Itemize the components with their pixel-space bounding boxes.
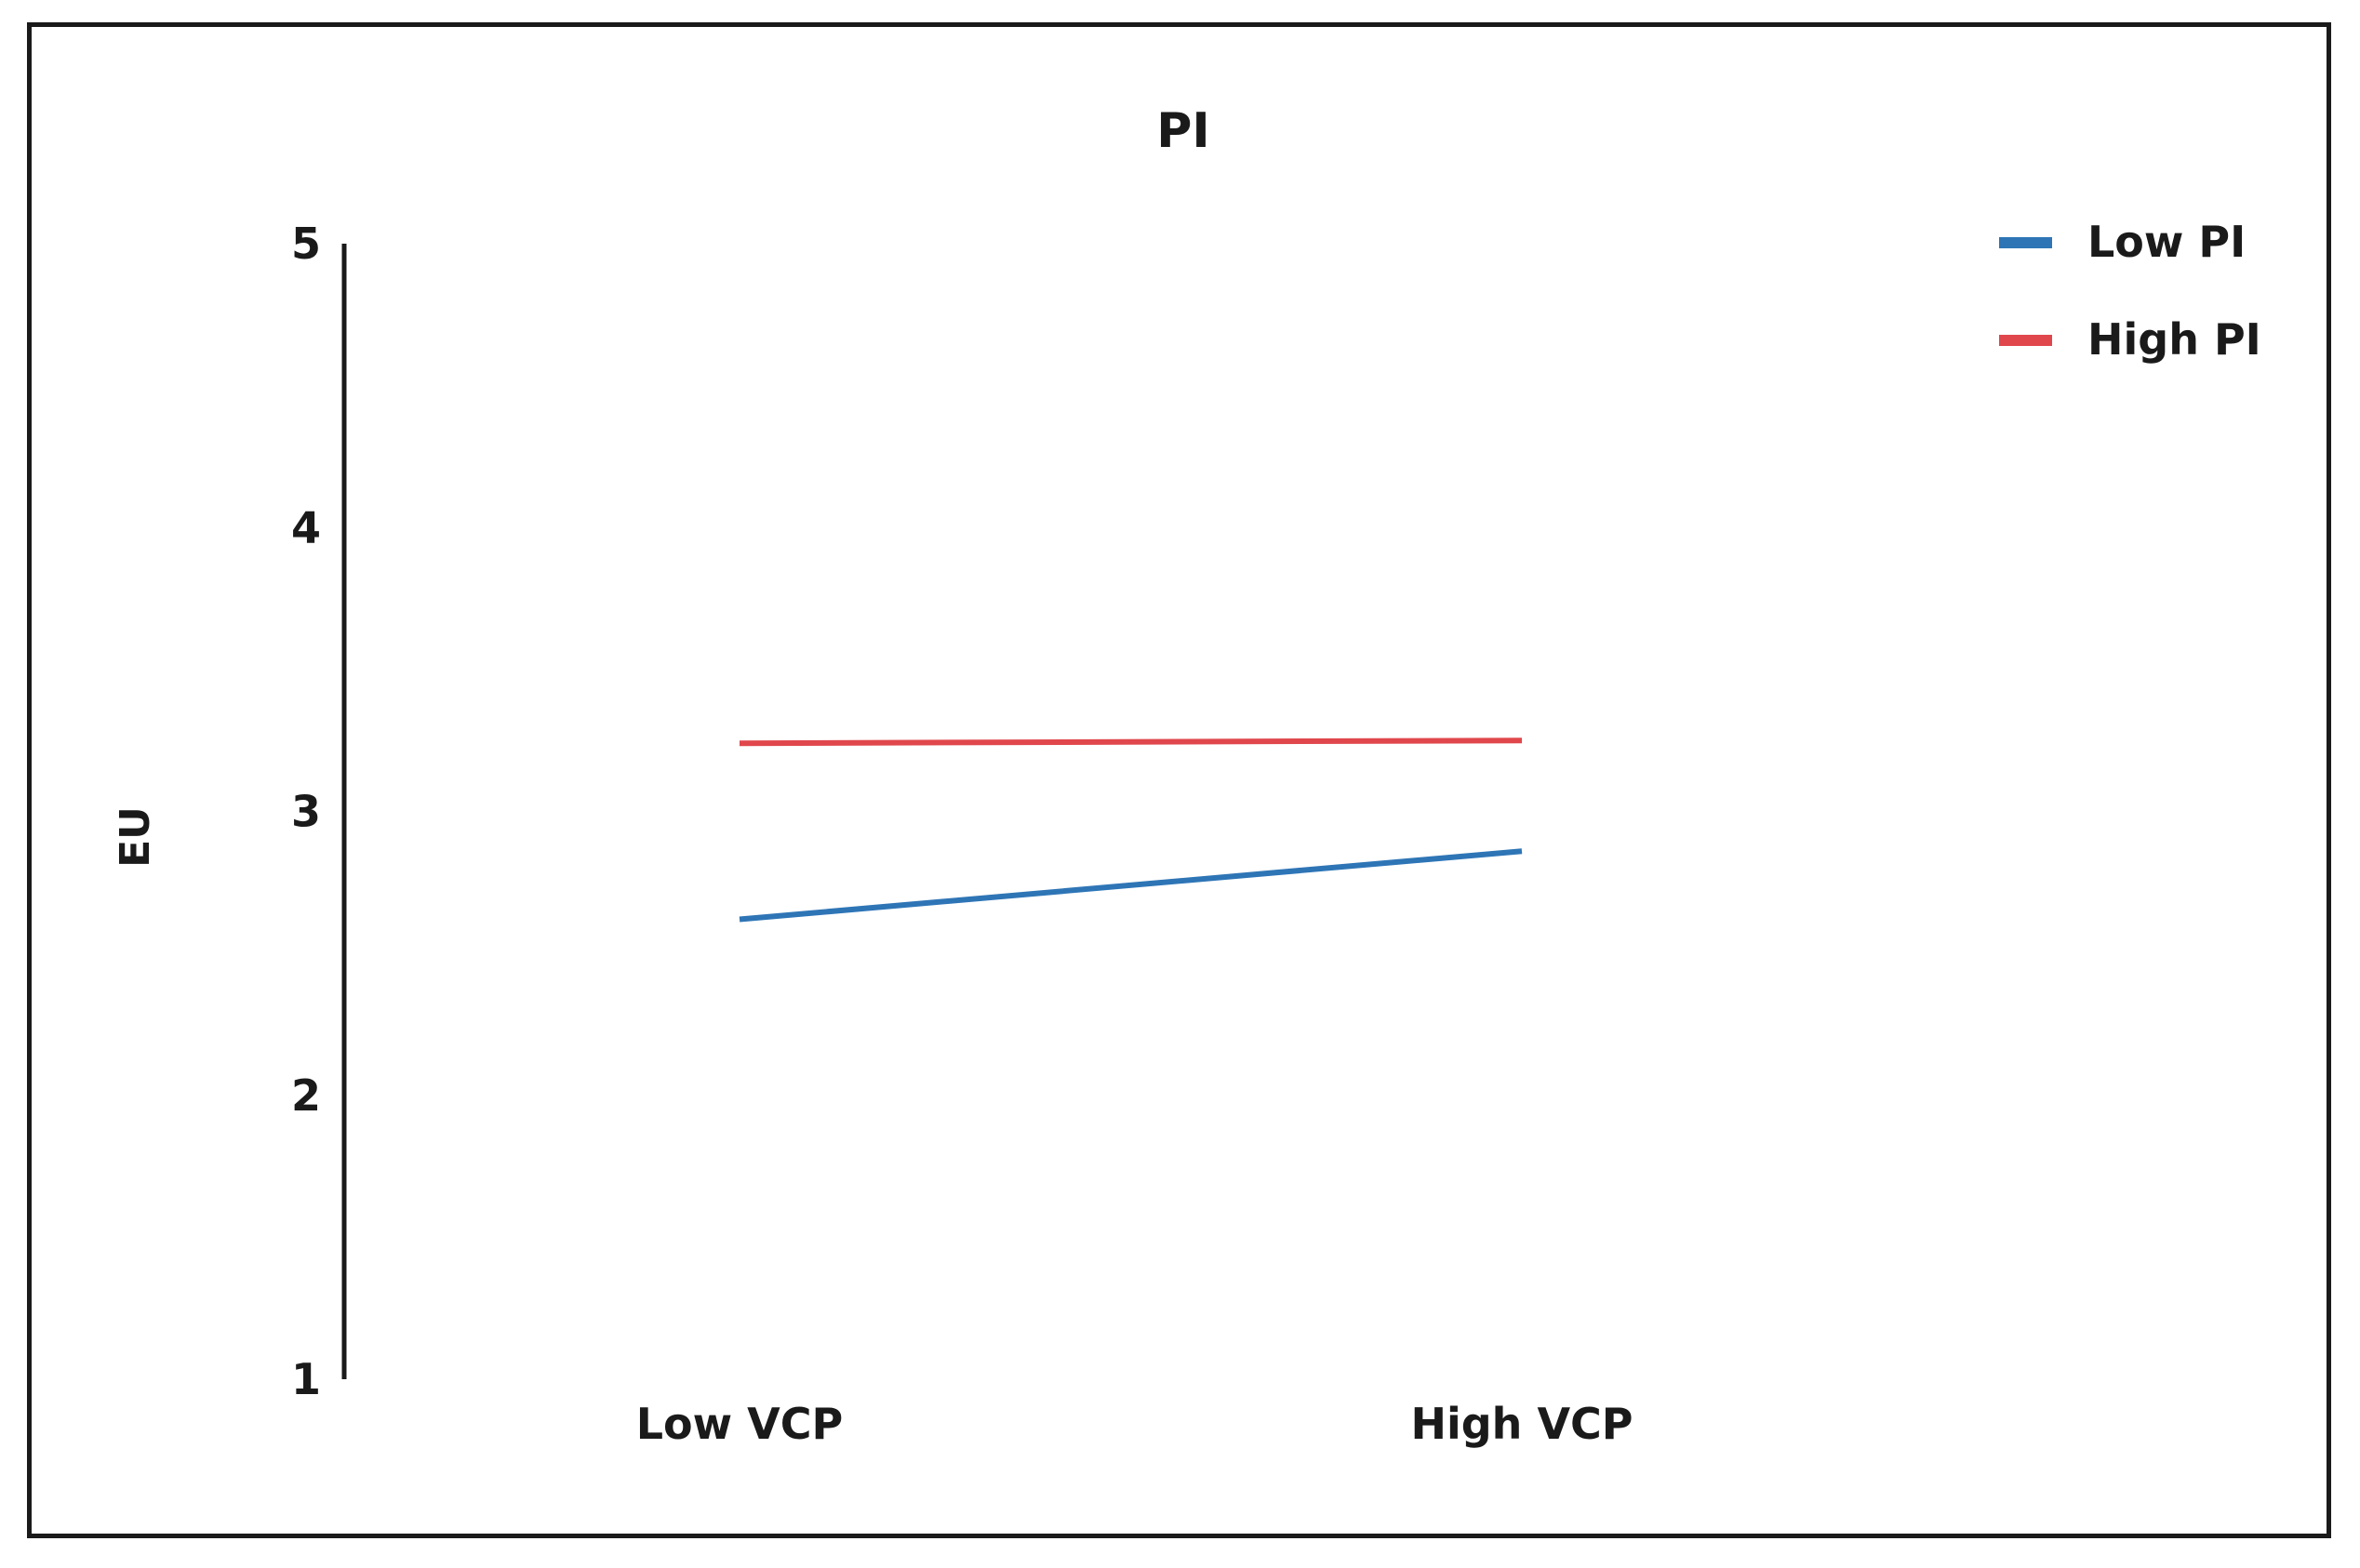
x-tick-label: High VCP [1410, 1399, 1633, 1449]
series-line-low-pi [739, 848, 1523, 923]
y-axis-label: EU [112, 806, 159, 868]
series-line-high-pi [739, 737, 1523, 747]
y-tick-label: 2 [291, 1070, 321, 1121]
legend-swatch-high-pi [1999, 335, 2052, 346]
x-tick-labels: Low VCP High VCP [636, 1399, 1633, 1449]
y-tick-label: 1 [291, 1354, 321, 1404]
series-lines [739, 737, 1523, 923]
legend-label-high-pi: High PI [2087, 314, 2261, 365]
legend-label-low-pi: Low PI [2087, 217, 2246, 267]
x-tick-label: Low VCP [636, 1399, 844, 1449]
legend: Low PI High PI [1999, 217, 2261, 365]
y-tick-label: 3 [291, 787, 321, 837]
legend-swatch-low-pi [1999, 237, 2052, 248]
y-tick-labels: 1 2 3 4 5 [291, 219, 321, 1404]
y-tick-label: 4 [291, 502, 321, 552]
chart-title: PI [1156, 103, 1209, 159]
y-tick-label: 5 [291, 219, 321, 269]
chart-frame [27, 22, 2331, 1538]
